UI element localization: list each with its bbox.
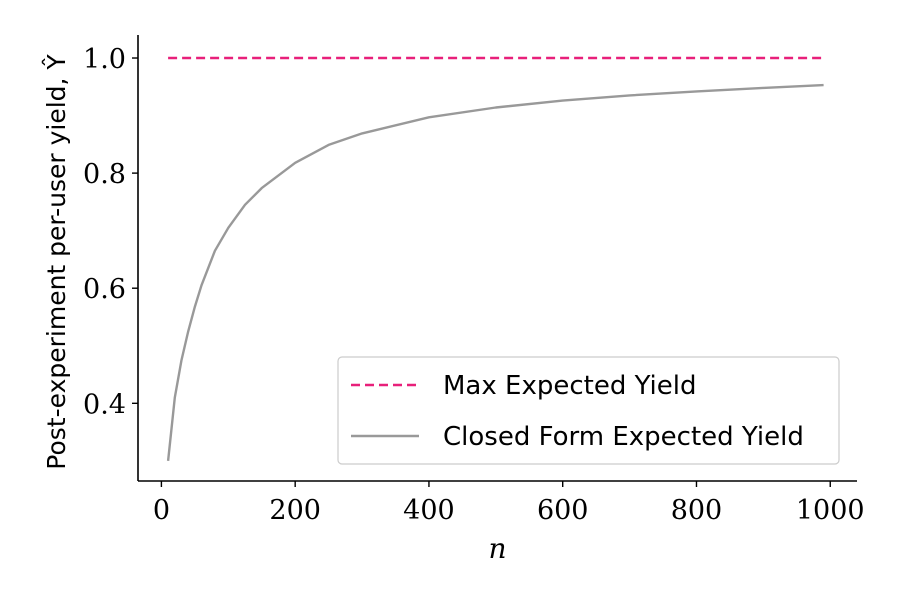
y-axis-ticks: 0.4 0.6 0.8 1.0 — [83, 44, 138, 420]
y-tick-label: 1.0 — [83, 44, 126, 75]
legend: Max Expected Yield Closed Form Expected Y… — [337, 356, 840, 465]
y-tick-label: 0.4 — [83, 389, 126, 420]
x-axis-label: n — [488, 532, 506, 565]
x-tick-label: 0 — [153, 495, 170, 526]
axes — [137, 35, 857, 482]
y-tick-label: 0.8 — [83, 159, 126, 190]
x-tick-label: 1000 — [796, 495, 865, 526]
x-tick-label: 800 — [671, 495, 723, 526]
legend-label-1: Closed Form Expected Yield — [443, 422, 804, 452]
x-tick-label: 600 — [537, 495, 589, 526]
x-axis-ticks: 0 200 400 600 800 1000 — [153, 481, 865, 526]
y-tick-label: 0.6 — [83, 274, 126, 305]
series-line-1 — [166, 83, 824, 462]
series-layer — [166, 56, 824, 462]
x-tick-label: 400 — [403, 495, 455, 526]
legend-box — [337, 356, 840, 465]
y-axis-label: Post-experiment per-user yield, Ŷ — [41, 54, 71, 470]
x-tick-label: 200 — [269, 495, 321, 526]
legend-label-0: Max Expected Yield — [443, 371, 697, 401]
